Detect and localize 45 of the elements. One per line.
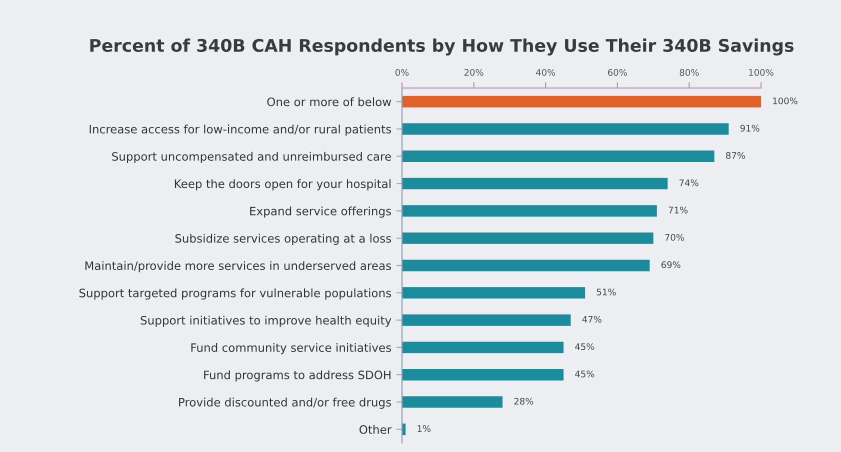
data-label: 51%	[596, 288, 616, 296]
y-tick-label: Fund community service initiatives	[191, 343, 392, 354]
y-tick-label: Fund programs to address SDOH	[204, 370, 390, 382]
bar	[402, 205, 657, 217]
y-tick-label: Expand service offerings	[250, 206, 392, 218]
bar	[402, 150, 714, 162]
y-tick-label: Maintain/provide more services in underserved areas	[85, 261, 392, 272]
y-tick-label: Support uncompensated and unreimbursed care	[112, 152, 391, 164]
data-label: 100%	[773, 97, 798, 104]
bar	[402, 287, 586, 299]
bar	[402, 232, 654, 244]
bar	[402, 368, 564, 380]
data-label: 47%	[582, 316, 602, 323]
data-label: 28%	[514, 398, 534, 405]
bar	[402, 96, 761, 108]
bar	[402, 123, 729, 135]
bar	[402, 260, 650, 272]
bar	[402, 342, 564, 354]
data-label: 69%	[661, 261, 680, 268]
data-label: 87%	[726, 152, 746, 159]
y-tick-label: Provide discounted and/or free drugs	[179, 398, 392, 409]
x-tick-label: 80%	[680, 69, 699, 76]
data-label: 45%	[575, 370, 594, 378]
x-tick-label: 20%	[464, 69, 484, 76]
data-label: 1%	[418, 425, 431, 432]
y-tick-label: Other	[360, 424, 392, 434]
chart-title: Percent of 340B CAH Respondents by How They Use Their 340B Savings	[90, 38, 794, 56]
bar	[402, 314, 571, 326]
data-label: 74%	[680, 179, 698, 186]
x-tick-label: 60%	[608, 69, 627, 76]
x-tick-label: 40%	[536, 69, 556, 76]
data-label: 91%	[740, 124, 760, 132]
y-tick-label: Support targeted programs for vulnerable populations	[79, 288, 392, 300]
y-tick-label: Increase access for low-income and/or rural patients	[90, 124, 392, 136]
x-tick-label: 0%	[395, 69, 409, 76]
data-label: 45%	[575, 343, 594, 350]
x-tick-label: 100%	[749, 69, 774, 76]
y-tick-label: One or more of below	[267, 97, 392, 106]
y-tick-label: Support initiatives to improve health equity	[140, 316, 392, 327]
bar	[402, 178, 668, 190]
y-tick-label: Subsidize services operating at a loss	[175, 234, 392, 245]
data-label: 71%	[668, 206, 688, 214]
data-label: 70%	[665, 234, 684, 241]
bar	[402, 396, 503, 408]
y-tick-label: Keep the doors open for your hospital	[174, 179, 390, 190]
